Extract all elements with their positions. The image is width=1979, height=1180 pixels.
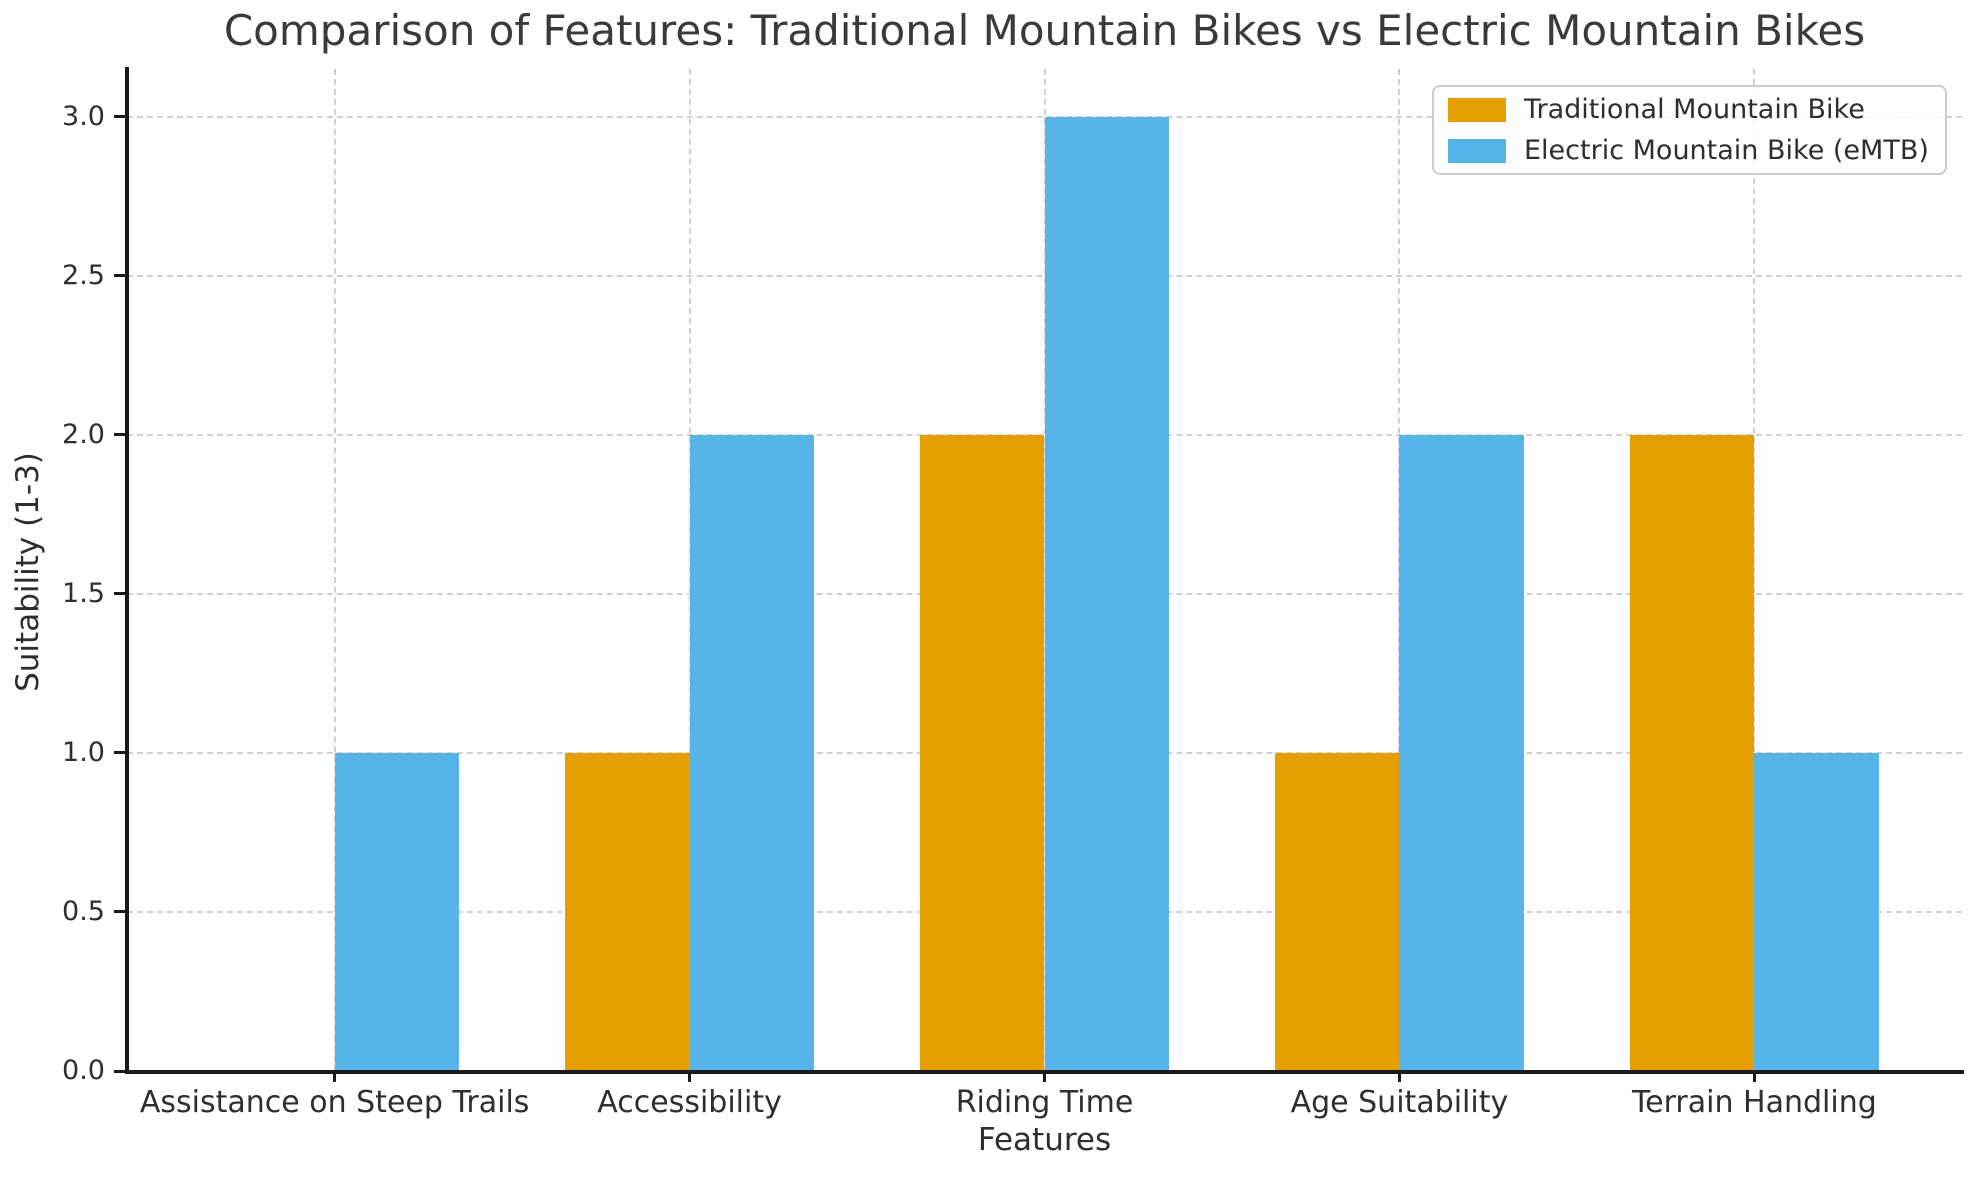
bar-traditional-mountain-bike-riding-time xyxy=(920,434,1045,1071)
x-tick-label-riding-time: Riding Time xyxy=(955,1085,1134,1120)
y-tick-label: 0.5 xyxy=(62,895,105,927)
bar-electric-mountain-bike-emtb-accessibility xyxy=(689,434,814,1071)
y-tick-label: 1.0 xyxy=(62,736,105,768)
y-tick xyxy=(114,592,125,596)
x-tick xyxy=(1043,1071,1046,1082)
legend-swatch-traditional xyxy=(1448,97,1506,122)
y-tick xyxy=(114,910,125,914)
plot-area: 0.0 0.5 1.0 1.5 2.0 2.5 3.0 Assistance on Steep… xyxy=(62,67,1964,1120)
bar-traditional-mountain-bike-age-suitability xyxy=(1275,752,1400,1071)
gridline-vertical-assistance-on-steep-trails xyxy=(333,69,336,1071)
y-tick-label: 0.0 xyxy=(62,1055,105,1086)
y-tick-label: 3.0 xyxy=(62,100,105,132)
x-axis-label: Features xyxy=(977,1122,1112,1158)
x-tick-label-assistance-on-steep-trails: Assistance on Steep Trails xyxy=(139,1085,530,1120)
bar-traditional-mountain-bike-terrain-handling xyxy=(1630,434,1755,1071)
y-tick xyxy=(114,751,125,755)
bar-traditional-mountain-bike-accessibility xyxy=(565,752,690,1071)
bar-electric-mountain-bike-emtb-age-suitability xyxy=(1399,434,1524,1071)
bar-electric-mountain-bike-emtb-assistance-on-steep-trails xyxy=(334,752,459,1071)
legend-label-emtb: Electric Mountain Bike (eMTB) xyxy=(1524,135,1929,166)
gridline-vertical-terrain-handling xyxy=(1753,69,1756,1071)
bar-electric-mountain-bike-emtb-terrain-handling xyxy=(1754,752,1879,1071)
left-axis-spine xyxy=(125,67,129,1073)
y-tick xyxy=(114,1069,125,1073)
bar-electric-mountain-bike-emtb-riding-time xyxy=(1044,116,1169,1071)
legend-item-traditional: Traditional Mountain Bike xyxy=(1448,94,1931,125)
legend-swatch-emtb xyxy=(1448,138,1506,163)
x-tick-label-accessibility: Accessibility xyxy=(597,1085,782,1120)
legend-label-traditional: Traditional Mountain Bike xyxy=(1524,94,1865,125)
y-tick xyxy=(114,274,125,278)
legend: Traditional Mountain Bike Electric Mount… xyxy=(1432,85,1947,175)
y-tick-label: 2.0 xyxy=(62,418,105,450)
y-tick-label: 2.5 xyxy=(62,259,105,291)
x-tick xyxy=(1752,1071,1756,1082)
y-tick xyxy=(114,115,125,119)
y-tick-label: 1.5 xyxy=(62,577,105,609)
x-tick xyxy=(333,1071,337,1082)
chart-title: Comparison of Features: Traditional Moun… xyxy=(223,6,1866,55)
x-tick xyxy=(1397,1071,1401,1082)
y-tick xyxy=(114,433,125,437)
x-tick-label-age-suitability: Age Suitability xyxy=(1290,1085,1509,1120)
x-tick-label-terrain-handling: Terrain Handling xyxy=(1631,1085,1877,1120)
legend-item-emtb: Electric Mountain Bike (eMTB) xyxy=(1448,135,1931,166)
x-tick xyxy=(688,1071,692,1082)
